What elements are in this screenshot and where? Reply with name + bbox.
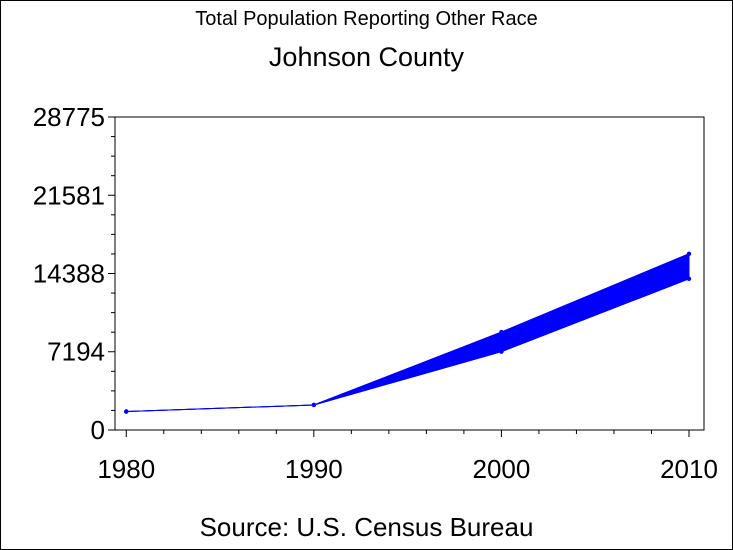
- series-line-2: [126, 253, 690, 413]
- chart-title: Total Population Reporting Other Race: [195, 8, 538, 30]
- x-tick-label: 2000: [472, 454, 530, 484]
- data-point: [499, 349, 504, 354]
- y-tick-label: 28775: [33, 102, 105, 132]
- chart-subtitle: Johnson County: [268, 42, 465, 72]
- data-point: [124, 409, 129, 414]
- plot-area: [114, 116, 705, 431]
- y-tick-label: 7194: [47, 337, 105, 367]
- data-point: [311, 402, 317, 408]
- y-tick-label: 14388: [33, 258, 105, 288]
- x-tick-label: 1980: [97, 454, 155, 484]
- data-point: [686, 251, 692, 256]
- data-point: [686, 276, 692, 282]
- series-band: [126, 253, 690, 413]
- data-point: [499, 329, 504, 335]
- y-tick-label: 0: [91, 415, 105, 445]
- x-tick-label: 2010: [660, 454, 718, 484]
- y-tick-label: 21581: [33, 180, 105, 210]
- chart-footnote: Source: U.S. Census Bureau: [199, 512, 534, 542]
- x-tick-label: 1990: [285, 454, 343, 484]
